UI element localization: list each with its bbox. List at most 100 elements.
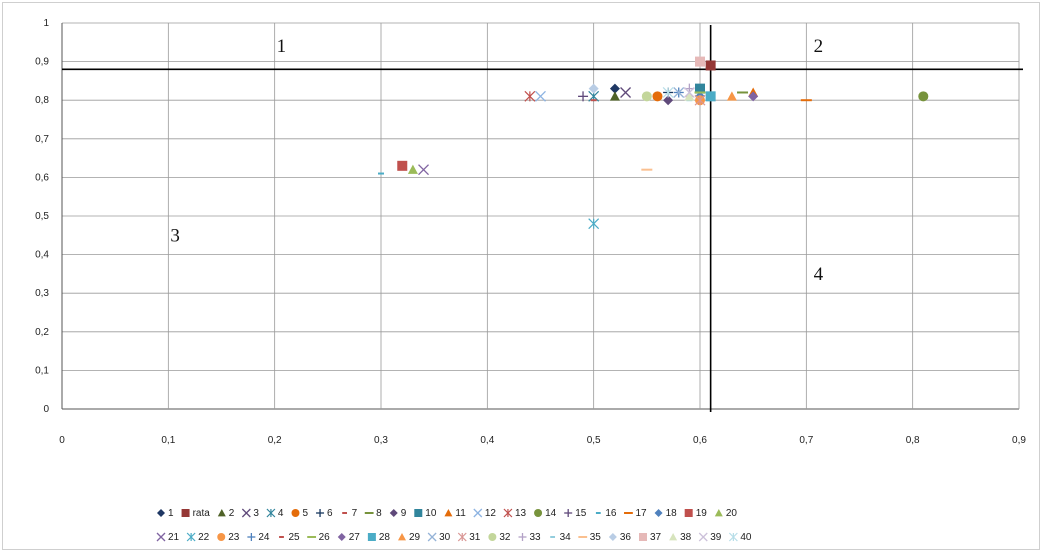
data-point-7	[590, 99, 597, 102]
legend-label: 26	[319, 532, 331, 543]
legend-marker-5	[291, 509, 300, 517]
grid-lines	[61, 22, 1020, 410]
legend-marker-23	[217, 533, 226, 541]
x-tick-label: 0,5	[587, 435, 601, 446]
data-point-31	[694, 94, 706, 106]
data-point-10	[695, 83, 705, 94]
legend-label: 32	[499, 532, 511, 543]
legend-marker-40	[728, 532, 738, 542]
legend-label: 38	[680, 532, 692, 543]
legend-label: 10	[425, 508, 437, 519]
data-point-37	[695, 56, 705, 67]
reference-lines	[62, 25, 1023, 412]
data-points	[378, 56, 929, 230]
legend-label: 1	[168, 508, 174, 519]
legend-label: 30	[439, 532, 451, 543]
legend-label: 25	[289, 532, 301, 543]
legend-marker-4	[266, 508, 276, 518]
legend-label: 14	[545, 508, 557, 519]
legend-label: 33	[530, 532, 542, 543]
legend-marker-37	[639, 533, 647, 541]
legend-marker-28	[367, 533, 376, 541]
legend-marker-14	[534, 509, 543, 517]
legend-label: rata	[193, 508, 211, 519]
legend-marker-13	[503, 508, 513, 518]
legend-label: 11	[455, 508, 466, 519]
x-tick-label: 0,9	[1012, 435, 1026, 446]
y-tick-label: 1	[43, 18, 49, 29]
legend-marker-18	[654, 509, 663, 517]
legend-label: 19	[696, 508, 708, 519]
data-point-16	[378, 172, 384, 175]
legend-label: 7	[352, 508, 358, 519]
legend-marker-15	[564, 509, 573, 517]
legend-marker-39	[698, 532, 708, 542]
data-point-5	[652, 91, 663, 102]
data-point-9	[663, 95, 674, 106]
data-point-21	[418, 164, 429, 176]
legend-marker-36	[608, 533, 617, 541]
data-point-20	[407, 164, 418, 174]
data-point-1	[609, 83, 620, 94]
legend-marker-31	[457, 532, 467, 542]
legend-marker-38	[669, 533, 678, 541]
legend-marker-17	[624, 512, 633, 514]
legend-marker-12	[473, 508, 483, 518]
quadrant-label: 4	[814, 264, 824, 285]
legend-marker-11	[444, 509, 453, 517]
legend-marker-26	[307, 536, 317, 538]
legend-marker-24	[247, 533, 256, 541]
data-point-14	[918, 91, 929, 102]
data-point-27	[748, 91, 759, 102]
legend-label: 23	[228, 532, 240, 543]
y-tick-label: 0,8	[35, 95, 49, 106]
data-point-15	[578, 91, 589, 102]
legend-marker-3	[241, 508, 251, 518]
y-tick-label: 0	[43, 404, 49, 415]
legend-marker-21	[156, 532, 166, 542]
data-point-35	[641, 168, 653, 171]
data-point-17	[800, 99, 812, 102]
legend-label: 13	[515, 508, 527, 519]
data-point-38	[684, 91, 695, 101]
legend-label: 40	[740, 532, 752, 543]
y-tick-label: 0,5	[35, 211, 49, 222]
y-tick-label: 0,3	[35, 288, 49, 299]
y-tick-label: 0,6	[35, 172, 49, 183]
y-tick-label: 0,1	[35, 365, 49, 376]
legend-marker-33	[518, 533, 527, 541]
data-point-rata	[705, 60, 716, 71]
legend-marker-16	[595, 512, 601, 514]
x-tick-label: 0,2	[268, 435, 282, 446]
legend-label: 24	[258, 532, 270, 543]
legend-marker-30	[427, 532, 437, 542]
legend-label: 35	[590, 532, 602, 543]
data-point-22	[588, 218, 600, 230]
x-tick-label: 0,8	[906, 435, 920, 446]
data-point-30	[673, 87, 685, 98]
legend-marker-1	[157, 509, 165, 517]
legend-label: 34	[560, 532, 572, 543]
legend-label: 12	[485, 508, 497, 519]
legend-label: 22	[198, 532, 210, 543]
quadrant-label: 2	[814, 36, 824, 57]
legend-label: 5	[302, 508, 308, 519]
legend-label: 37	[650, 532, 662, 543]
x-tick-label: 0,6	[693, 435, 707, 446]
y-tick-label: 0,7	[35, 134, 49, 145]
legend-marker-35	[578, 536, 588, 538]
quadrant-labels: 1 2 3 4	[170, 36, 823, 285]
data-point-13	[524, 90, 536, 102]
legend-label: 15	[575, 508, 587, 519]
legend-marker-29	[398, 533, 406, 541]
legend-marker-20	[714, 509, 723, 517]
data-point-39	[683, 87, 695, 98]
legend-label: 31	[469, 532, 481, 543]
data-point-8	[737, 91, 749, 94]
data-point-3	[620, 87, 632, 98]
x-tick-label: 0,7	[799, 435, 813, 446]
legend-label: 9	[401, 508, 407, 519]
quadrant-label: 1	[277, 36, 287, 57]
